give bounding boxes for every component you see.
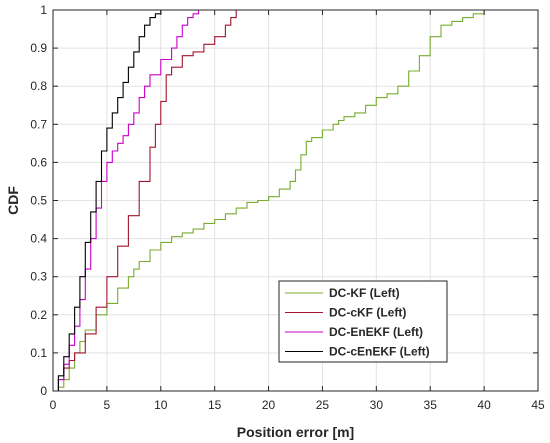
x-tick-label: 20 <box>262 398 276 412</box>
x-tick-label: 5 <box>104 398 111 412</box>
x-tick-label: 35 <box>424 398 438 412</box>
y-tick-label: 0.1 <box>30 346 47 360</box>
y-tick-label: 0.9 <box>30 41 47 55</box>
series-line-dc-cenekf-left <box>53 10 162 392</box>
ticks <box>52 9 539 392</box>
x-tick-label: 0 <box>50 398 57 412</box>
x-tick-labels: 0 5 10 15 20 25 30 35 40 45 <box>50 398 545 412</box>
legend-label: DC-cKF (Left) <box>329 306 406 320</box>
y-tick-label: 0.5 <box>30 194 47 208</box>
y-tick-label: 0.7 <box>30 117 47 131</box>
y-tick-label: 0.8 <box>30 79 47 93</box>
series-layer <box>53 10 485 392</box>
y-tick-labels: 0 0.1 0.2 0.3 0.4 0.5 0.6 0.7 0.8 0.9 1 <box>30 3 47 398</box>
x-tick-label: 30 <box>370 398 384 412</box>
y-tick-label: 0.2 <box>30 308 47 322</box>
y-tick-label: 0.3 <box>30 270 47 284</box>
x-tick-label: 15 <box>208 398 222 412</box>
legend-label: DC-EnEKF (Left) <box>329 325 423 339</box>
y-tick-label: 0.6 <box>30 155 47 169</box>
x-tick-label: 25 <box>316 398 330 412</box>
y-tick-label: 0 <box>40 384 47 398</box>
y-tick-label: 1 <box>40 3 47 17</box>
legend: DC-KF (Left) DC-cKF (Left) DC-EnEKF (Left)… <box>278 280 448 363</box>
legend-box <box>278 280 448 363</box>
y-tick-label: 0.4 <box>30 232 47 246</box>
x-tick-label: 45 <box>531 398 545 412</box>
x-axis-label: Position error [m] <box>237 424 354 440</box>
series-line-dc-ckf-left <box>53 10 237 392</box>
y-axis-label: CDF <box>5 186 21 215</box>
legend-label: DC-KF (Left) <box>329 286 400 300</box>
series-line-dc-enekf-left <box>53 10 200 392</box>
x-tick-label: 10 <box>154 398 168 412</box>
x-tick-label: 40 <box>477 398 491 412</box>
legend-label: DC-cEnEKF (Left) <box>329 345 430 359</box>
